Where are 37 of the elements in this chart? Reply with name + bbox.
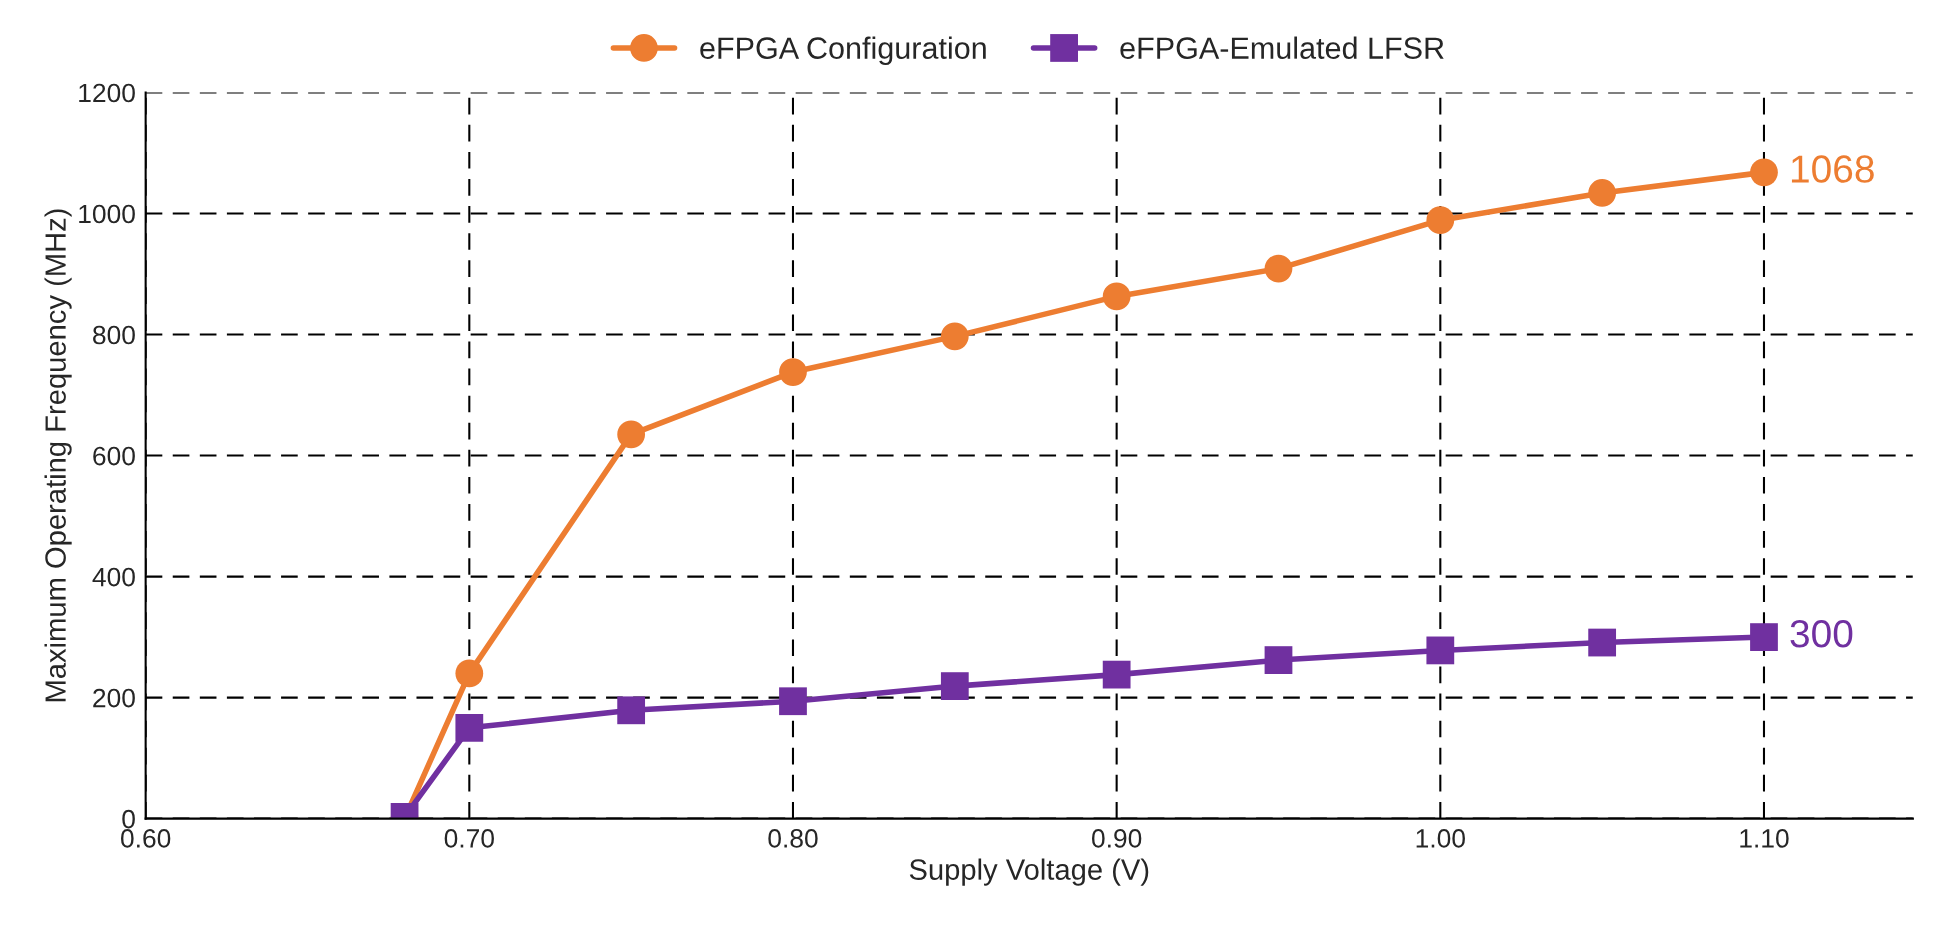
- point: [779, 687, 807, 716]
- point: [1426, 206, 1455, 235]
- x-tick-label: 0.70: [444, 829, 494, 848]
- point: [779, 358, 807, 386]
- y-tick-label: 600: [93, 446, 135, 466]
- point: [1588, 628, 1617, 657]
- point: [1102, 282, 1131, 311]
- annotation: 1068: [1791, 155, 1874, 183]
- y-tick-label: 1200: [79, 83, 135, 103]
- annotation: 300: [1790, 619, 1853, 648]
- x-tick-label: 0.90: [1092, 829, 1142, 848]
- point: [1588, 179, 1617, 207]
- y-tick-label: 1000: [79, 204, 135, 224]
- point: [1750, 158, 1778, 187]
- point: [455, 659, 484, 688]
- legend-label: eFPGA-Emulated LFSR: [1120, 36, 1444, 59]
- y-tick-label: 0: [122, 809, 135, 829]
- x-tick-label: 0.80: [768, 829, 818, 848]
- point: [1102, 660, 1131, 689]
- point: [1264, 646, 1293, 674]
- x-tick-label: 0.60: [121, 829, 171, 848]
- point: [940, 672, 969, 700]
- point: [1264, 254, 1293, 283]
- y-tick-label: 400: [92, 567, 135, 587]
- y-tick-label: 800: [93, 325, 135, 345]
- point: [455, 713, 484, 742]
- point: [1426, 636, 1455, 665]
- point: [617, 420, 646, 449]
- y-tick-label: 200: [93, 688, 135, 708]
- x-tick-label: 1.10: [1740, 829, 1789, 848]
- point: [617, 696, 646, 725]
- x-tick-label: 1.00: [1416, 829, 1465, 848]
- point: [940, 322, 969, 351]
- point: [1750, 623, 1778, 651]
- y-axis-title: Maximum Operating Frequency (MHz): [44, 209, 72, 702]
- x-axis-title: Supply Voltage (V): [909, 858, 1149, 886]
- legend-label: eFPGA Configuration: [700, 36, 986, 65]
